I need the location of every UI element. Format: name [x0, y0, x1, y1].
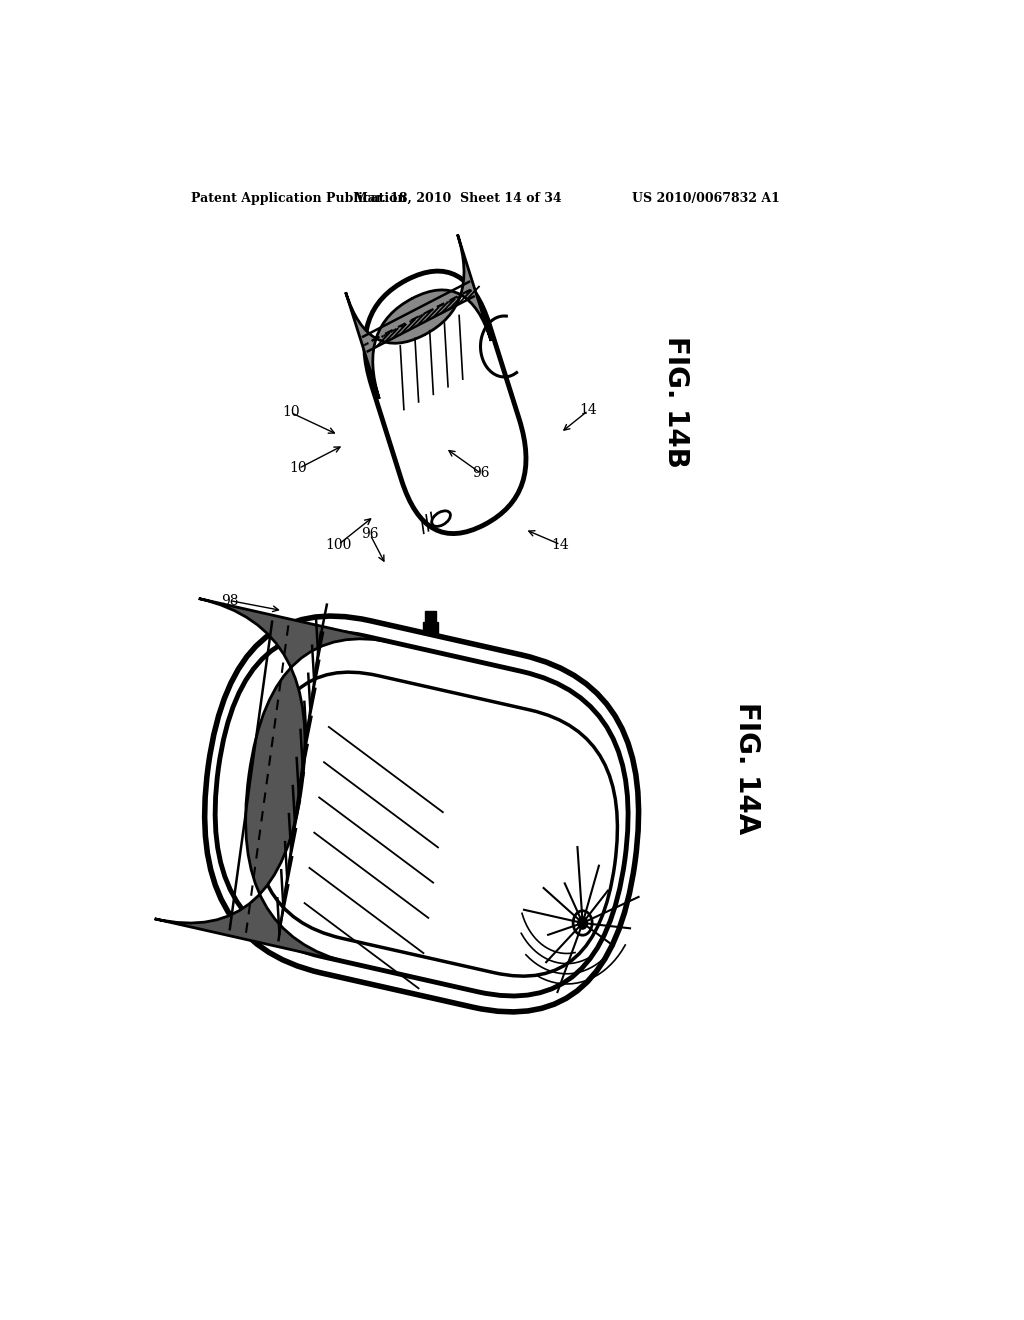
Text: FIG. 14B: FIG. 14B: [662, 337, 689, 469]
Text: Patent Application Publication: Patent Application Publication: [191, 191, 407, 205]
FancyBboxPatch shape: [346, 235, 492, 399]
Text: 100: 100: [325, 537, 351, 552]
Bar: [425, 611, 436, 622]
Text: 10: 10: [282, 405, 299, 420]
Text: 96: 96: [361, 528, 379, 541]
FancyBboxPatch shape: [254, 672, 617, 977]
Text: 14: 14: [580, 404, 597, 417]
Circle shape: [578, 917, 588, 929]
Bar: [423, 622, 438, 634]
Text: 98: 98: [221, 594, 239, 607]
Text: Mar. 18, 2010  Sheet 14 of 34: Mar. 18, 2010 Sheet 14 of 34: [353, 191, 561, 205]
FancyBboxPatch shape: [365, 271, 526, 533]
FancyBboxPatch shape: [215, 632, 628, 997]
Text: FIG. 14A: FIG. 14A: [733, 702, 761, 834]
Text: 10: 10: [290, 462, 307, 475]
FancyBboxPatch shape: [205, 616, 639, 1012]
Text: US 2010/0067832 A1: US 2010/0067832 A1: [632, 191, 780, 205]
Text: 14: 14: [552, 537, 569, 552]
FancyBboxPatch shape: [155, 598, 396, 964]
Text: 96: 96: [472, 466, 489, 480]
